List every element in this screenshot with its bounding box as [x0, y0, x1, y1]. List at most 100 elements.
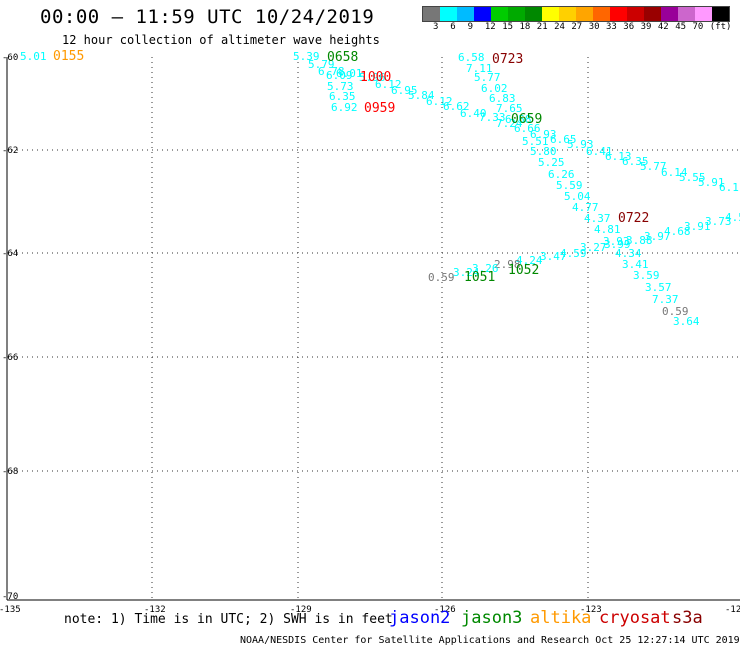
wave-height-value: 5.79	[308, 58, 335, 71]
legend-swatch	[457, 7, 474, 21]
legend-label: 18	[519, 22, 531, 32]
wave-height-value: 3.27	[580, 241, 607, 254]
map-subtitle: 12 hour collection of altimeter wave hei…	[62, 33, 380, 47]
wave-height-value: 5.55	[679, 171, 706, 184]
longitude-label: -120	[725, 605, 740, 615]
wave-height-value: 6.11	[719, 181, 740, 194]
latitude-label: -66	[2, 353, 18, 363]
wave-height-value: 7.65	[496, 102, 523, 115]
satellite-jason3: jason3	[461, 608, 523, 628]
wave-height-value: 6.92	[331, 101, 358, 114]
legend-swatch	[440, 7, 457, 21]
legend-swatch	[695, 7, 712, 21]
legend-swatch	[712, 7, 729, 21]
pass-time-label: 0959	[364, 101, 395, 116]
wave-height-value: 3.26	[472, 262, 499, 275]
legend-swatch	[678, 7, 695, 21]
pass-time-label: 1051	[464, 270, 495, 285]
legend-swatch	[423, 7, 440, 21]
wave-height-value: 6.02	[481, 82, 508, 95]
legend-label: 15	[502, 22, 514, 32]
wave-height-value: 6.66	[514, 122, 541, 135]
wave-height-value: 0.59	[662, 305, 689, 318]
wave-height-value: 4.77	[572, 201, 599, 214]
satellite-altika: altika	[530, 608, 592, 628]
wave-height-value: 7.11	[466, 62, 493, 75]
satellite-cryosat: cryosat	[599, 608, 671, 628]
wave-height-value: 4.81	[594, 223, 621, 236]
wave-height-value: 6.01	[336, 67, 363, 80]
legend-swatch	[525, 7, 542, 21]
wave-height-value: 5.96	[359, 71, 386, 84]
wave-height-value: 3.59	[633, 269, 660, 282]
latitude-label: -62	[2, 146, 18, 156]
footer-credit: NOAA/NESDIS Center for Satellite Applica…	[240, 635, 740, 646]
legend-swatch	[491, 7, 508, 21]
wave-height-value: 6.26	[548, 168, 575, 181]
wave-height-value: 5.77	[640, 160, 667, 173]
legend-swatch	[508, 7, 525, 21]
legend-label: 27	[571, 22, 583, 32]
wave-height-value: 6.65	[550, 133, 577, 146]
wave-height-value: 6.40	[460, 107, 487, 120]
legend-label: 12	[484, 22, 496, 32]
wave-height-value: 6.62	[443, 100, 470, 113]
pass-time-label: 0659	[511, 112, 542, 127]
wave-height-value: 6.83	[489, 92, 516, 105]
wave-height-value: 5.80	[530, 145, 557, 158]
legend-label: 36	[623, 22, 635, 32]
wave-height-value: 6.41	[586, 145, 613, 158]
wave-height-value: 4.59	[560, 247, 587, 260]
wave-height-value: 4.5	[725, 211, 740, 224]
legend-label: 33	[606, 22, 617, 32]
legend-label: 9	[467, 22, 474, 32]
wave-height-value: 6.14	[661, 166, 688, 179]
pass-time-label: 0722	[618, 211, 649, 226]
wave-height-value: 5.39	[293, 50, 320, 63]
legend-label: 3	[433, 22, 439, 32]
wave-height-value: 5.01	[20, 50, 47, 63]
wave-height-value: 5.84	[408, 89, 435, 102]
wave-height-value: 3.93	[603, 235, 630, 248]
legend-label: 6	[450, 22, 456, 32]
pass-time-label: 0723	[492, 52, 523, 67]
wave-height-value: 5.51	[522, 135, 549, 148]
wave-height-value: 6.13	[605, 150, 632, 163]
wave-height-value: 0.59	[428, 271, 455, 284]
legend-label: 21	[536, 22, 548, 32]
legend-swatch	[576, 7, 593, 21]
wave-height-value: 4.24	[516, 254, 543, 267]
wave-height-value: 6.12	[426, 95, 453, 108]
longitude-label: -132	[144, 605, 166, 615]
wave-height-value: 6.95	[391, 84, 418, 97]
wave-height-value: 5.04	[564, 190, 591, 203]
pass-time-label: 0155	[53, 49, 84, 64]
wave-height-value: 4.34	[615, 247, 642, 260]
observation-labels: 5.01 5.395.796.786.016.09 5.966.125.73 6.95…	[20, 50, 740, 328]
wave-height-value: 3.91	[684, 220, 711, 233]
wave-height-value: 3.47	[540, 250, 567, 263]
wave-height-value: 4.37	[584, 212, 611, 225]
pass-time-label: 0658	[327, 50, 358, 65]
wave-height-value: 3.73	[705, 215, 732, 228]
wave-height-value: 7.37	[652, 293, 679, 306]
wave-height-value: 6.93	[530, 128, 557, 141]
longitude-label: -123	[580, 605, 602, 615]
wave-height-value: 2.98	[494, 258, 521, 271]
legend-swatch	[593, 7, 610, 21]
legend-swatch	[610, 7, 627, 21]
wave-height-value: 7.24	[496, 117, 523, 130]
wave-height-value: 5.77	[474, 71, 501, 84]
pass-time-label: 1000	[360, 70, 391, 85]
satellite-s3a: s3a	[672, 608, 703, 628]
legend-label: 24	[554, 22, 565, 32]
latitude-label: -70	[2, 592, 18, 602]
wave-height-value: 4.68	[664, 225, 691, 238]
wave-height-value: 6.12	[375, 78, 402, 91]
wave-height-value: 7.33	[479, 111, 506, 124]
legend-swatch	[474, 7, 491, 21]
wave-height-value: 3.64	[673, 315, 700, 328]
wave-height-value: 3.97	[644, 230, 671, 243]
longitude-label: -129	[290, 605, 312, 615]
